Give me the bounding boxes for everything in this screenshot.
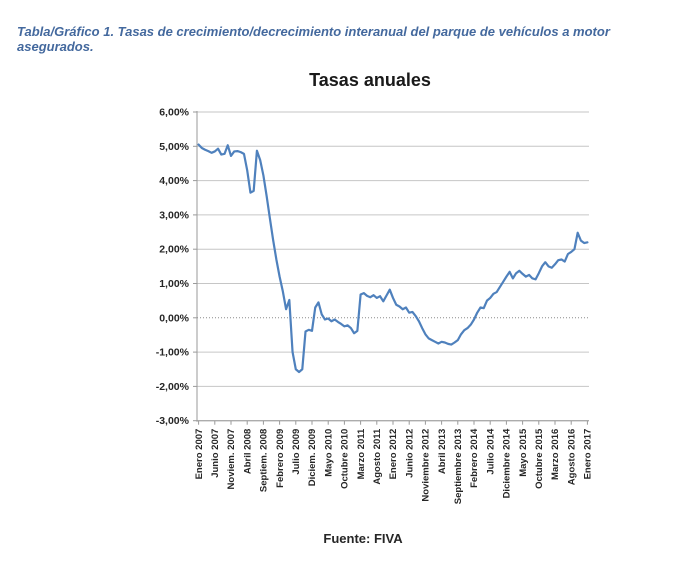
x-tick-label: Julio 2014 bbox=[485, 428, 496, 475]
x-tick-label: Febrero 2009 bbox=[275, 429, 286, 488]
x-tick-label: Agosto 2011 bbox=[372, 428, 383, 485]
series-line bbox=[197, 143, 589, 374]
y-tick-label: 1,00% bbox=[159, 278, 189, 290]
x-tick-label: Abril 2013 bbox=[437, 429, 448, 474]
y-tick-label: 4,00% bbox=[159, 175, 189, 187]
x-tick-label: Octubre 2010 bbox=[340, 429, 351, 489]
x-axis-labels: Enero 2007 Junio 2007 Noviem. 2007 Abril 20… bbox=[194, 420, 594, 505]
x-tick-label: Junio 2007 bbox=[210, 429, 221, 478]
x-tick-label: Febrero 2014 bbox=[469, 428, 480, 488]
y-tick-label: 3,00% bbox=[159, 209, 189, 221]
y-tick-label: -3,00% bbox=[156, 415, 190, 427]
y-tick-label: 6,00% bbox=[159, 107, 189, 119]
x-tick-label: Septiem. 2008 bbox=[259, 429, 270, 492]
x-tick-label: Octubre 2015 bbox=[534, 428, 545, 489]
x-tick-label: Noviembre 2012 bbox=[421, 429, 432, 502]
x-tick-label: Julio 2009 bbox=[291, 429, 302, 475]
x-tick-label: Mayo 2015 bbox=[518, 428, 529, 477]
x-tick-label: Enero 2007 bbox=[194, 429, 205, 480]
x-tick-label: Agosto 2016 bbox=[566, 429, 577, 486]
y-tick-label: 2,00% bbox=[159, 244, 189, 256]
y-axis-labels: 6,00% 5,00% 4,00% 3,00% 2,00% 1,00% 0,00% -1,00… bbox=[156, 107, 197, 427]
x-tick-label: Enero 2012 bbox=[388, 429, 399, 480]
x-tick-label: Noviem. 2007 bbox=[226, 429, 237, 490]
x-tick-label: Junio 2012 bbox=[404, 429, 415, 478]
x-tick-label: Diciem. 2009 bbox=[307, 429, 318, 487]
x-tick-label: Diciembre 2014 bbox=[502, 428, 513, 498]
document-caption: Tabla/Gráfico 1. Tasas de crecimiento/de… bbox=[17, 24, 610, 54]
x-tick-label: Marzo 2016 bbox=[550, 429, 561, 480]
y-tick-label: 0,00% bbox=[159, 312, 189, 324]
y-tick-label: -2,00% bbox=[156, 381, 190, 393]
x-tick-label: Enero 2017 bbox=[583, 429, 594, 480]
y-tick-label: 5,00% bbox=[159, 141, 189, 153]
y-tick-label: -1,00% bbox=[156, 347, 190, 359]
x-tick-label: Marzo 2011 bbox=[356, 428, 367, 479]
chart-source: Fuente: FIVA bbox=[323, 531, 403, 546]
x-tick-label: Abril 2008 bbox=[242, 429, 253, 474]
chart-title: Tasas anuales bbox=[309, 70, 431, 90]
x-tick-label: Septiembre 2013 bbox=[453, 429, 464, 505]
x-tick-label: Mayo 2010 bbox=[323, 429, 334, 477]
